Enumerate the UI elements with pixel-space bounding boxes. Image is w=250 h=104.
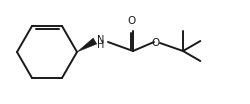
Text: O: O bbox=[128, 16, 136, 26]
Polygon shape bbox=[77, 38, 97, 52]
Text: N: N bbox=[97, 35, 104, 45]
Text: O: O bbox=[151, 38, 159, 48]
Text: H: H bbox=[97, 40, 104, 51]
